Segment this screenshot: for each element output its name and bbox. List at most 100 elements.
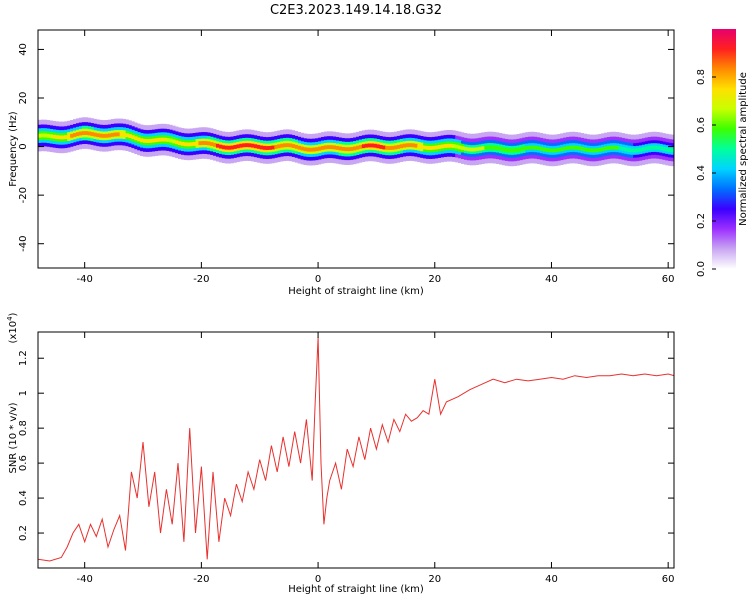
heatmap-cell: [525, 146, 529, 150]
heatmap-cell: [315, 147, 319, 152]
spectrogram-ticks: -40 -20 0 20 40 60 -40 -20 0 20 40: [18, 30, 675, 285]
heatmap-cell: [668, 148, 672, 153]
heatmap-cell: [481, 146, 485, 151]
heatmap-cell: [344, 147, 348, 152]
heatmap-cell: [291, 144, 296, 148]
heatmap-cell: [320, 145, 325, 150]
heatmap-cell: [297, 145, 301, 150]
heatmap-cell: [638, 147, 643, 152]
heatmap-cell: [557, 147, 561, 152]
svg-text:(x104): (x104): [6, 312, 19, 343]
heatmap-cell: [145, 139, 150, 143]
heatmap-cell: [350, 146, 354, 151]
heatmap-cell: [285, 143, 290, 148]
heatmap-cell: [332, 145, 336, 150]
heatmap-cell: [61, 135, 65, 140]
heatmap-cell: [513, 148, 517, 153]
colorbar-label: Normalized spectral amplitude: [738, 72, 749, 226]
spectrogram-ytick-label: 40: [18, 43, 29, 56]
heatmap-cell: [382, 145, 386, 150]
heatmap-cell: [431, 145, 436, 150]
heatmap-cell: [671, 148, 674, 153]
heatmap-cell: [230, 145, 234, 150]
heatmap-cell: [504, 148, 509, 152]
heatmap-cell: [338, 146, 342, 151]
heatmap-cell: [644, 146, 649, 151]
spectrogram-ytick-label: -20: [18, 187, 29, 203]
heatmap-cell: [347, 147, 351, 152]
heatmap-cell: [396, 144, 401, 149]
heatmap-cell: [303, 147, 307, 152]
snr-ticks: -40 -20 0 20 40 60 0.2 0.4 0.6 0.8 1 1.2: [18, 332, 675, 585]
heatmap-cell: [423, 145, 427, 150]
colorbar-tick-label: 0.6: [696, 117, 707, 133]
heatmap-cell: [81, 131, 86, 136]
heatmap-cell: [87, 131, 91, 136]
heatmap-cell: [455, 144, 459, 149]
heatmap-cell: [373, 143, 377, 148]
heatmap-cell: [478, 146, 482, 151]
heatmap-cell: [157, 137, 161, 142]
heatmap-cell: [110, 132, 115, 137]
figure-title: C2E3.2023.149.14.18.G32: [270, 3, 442, 18]
heatmap-cell: [385, 145, 389, 150]
heatmap-cell: [128, 134, 132, 139]
heatmap-cell: [364, 143, 369, 148]
heatmap-cell: [137, 137, 141, 142]
heatmap-cell: [641, 147, 646, 152]
heatmap-cell: [589, 148, 593, 153]
heatmap-cell: [446, 143, 450, 148]
heatmap-cell: [408, 143, 412, 148]
heatmap-cell: [551, 148, 555, 153]
heatmap-cell: [233, 145, 237, 149]
heatmap-cell: [46, 133, 51, 138]
heatmap-cell: [577, 146, 582, 151]
heatmap-cell: [376, 144, 380, 149]
heatmap-cell: [358, 144, 363, 149]
heatmap-cell: [183, 142, 188, 147]
heatmap-cell: [102, 133, 106, 138]
heatmap-cell: [192, 141, 196, 146]
snr-frame: [37, 331, 675, 569]
heatmap-cell: [566, 146, 570, 150]
snr-xtick-label: 60: [662, 574, 675, 585]
heatmap-cell: [542, 147, 547, 152]
snr-xtick-label: 0: [315, 574, 321, 585]
heatmap-cell: [440, 144, 444, 149]
heatmap-cell: [580, 146, 584, 151]
heatmap-cell: [510, 148, 514, 153]
heatmap-cell: [665, 147, 669, 152]
heatmap-cell: [405, 143, 409, 148]
heatmap-cell: [490, 145, 494, 150]
heatmap-cell: [38, 133, 42, 138]
snr-xtick-label: 20: [428, 574, 441, 585]
heatmap-cell: [151, 138, 156, 143]
heatmap-cell: [236, 144, 240, 149]
colorbar-ticks: 0.0 0.2 0.4 0.6 0.8: [696, 69, 716, 277]
heatmap-cell: [391, 145, 395, 150]
heatmap-cell: [595, 148, 599, 153]
heatmap-cell: [250, 143, 255, 148]
spectrogram-ytick-label: -40: [18, 236, 29, 252]
heatmap-cell: [662, 146, 666, 151]
heatmap-cell: [437, 145, 442, 149]
heatmap-cell: [43, 133, 48, 138]
heatmap-cell: [294, 144, 299, 149]
heatmap-cell: [653, 145, 657, 150]
heatmap-cell: [356, 145, 360, 150]
heatmap-cell: [399, 144, 404, 149]
heatmap-cell: [280, 143, 284, 148]
heatmap-cell: [522, 146, 526, 151]
heatmap-cell: [393, 145, 398, 150]
heatmap-cell: [96, 133, 100, 138]
heatmap-cell: [449, 143, 453, 148]
heatmap-cell: [539, 146, 544, 151]
spectrogram-frame: [37, 29, 675, 269]
heatmap-cell: [601, 147, 605, 152]
heatmap-cell: [659, 146, 663, 151]
heatmap-cell: [64, 135, 68, 140]
snr-multiplier-close: ): [8, 312, 19, 316]
heatmap-cell: [647, 146, 652, 150]
snr-xlabel: Height of straight line (km): [288, 584, 424, 595]
snr-xtick-label: 40: [545, 574, 558, 585]
